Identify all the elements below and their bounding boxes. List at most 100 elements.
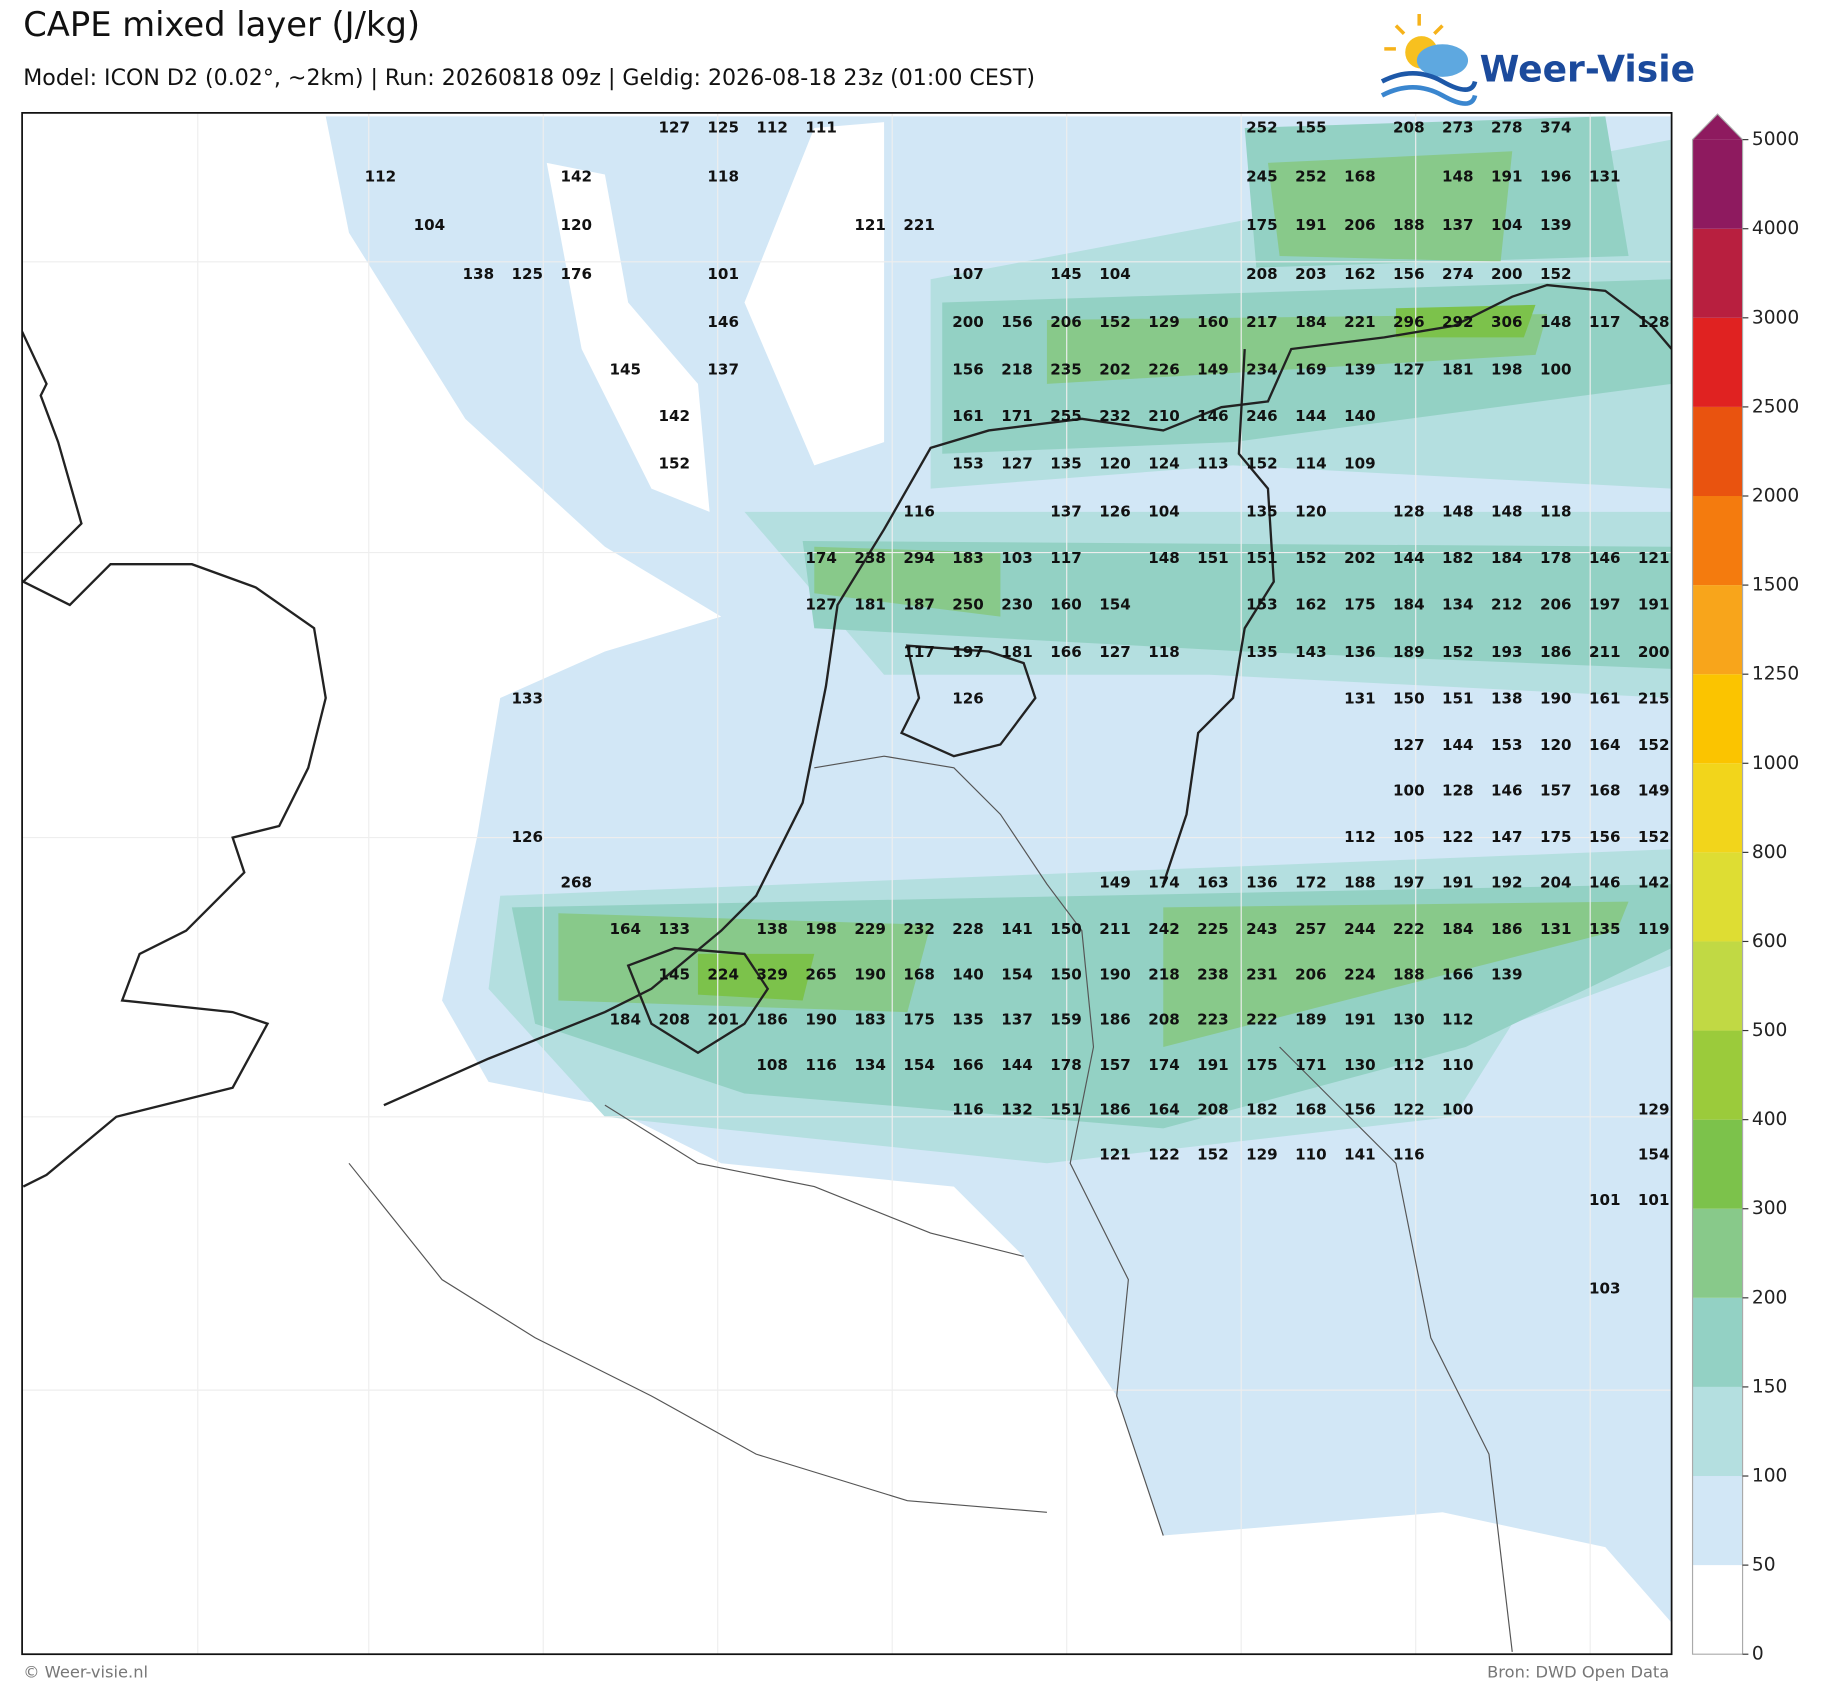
value-label: 100 xyxy=(1393,782,1425,800)
value-label: 160 xyxy=(1197,313,1229,331)
value-label: 151 xyxy=(1197,549,1229,567)
value-label: 103 xyxy=(1001,549,1033,567)
borders xyxy=(348,755,1513,1652)
value-label: 228 xyxy=(952,920,984,938)
value-label: 121 xyxy=(854,216,886,234)
value-label: 190 xyxy=(805,1011,837,1029)
value-label: 191 xyxy=(1197,1056,1229,1074)
value-label: 134 xyxy=(1442,595,1474,613)
value-label: 231 xyxy=(1246,965,1278,983)
colorbar-segment xyxy=(1692,1565,1743,1655)
footer-left: © Weer-visie.nl xyxy=(23,1662,148,1681)
value-label: 166 xyxy=(952,1056,984,1074)
value-label: 152 xyxy=(1638,828,1670,846)
value-label: 128 xyxy=(1393,502,1425,520)
graticule xyxy=(22,112,1672,1655)
value-label: 252 xyxy=(1295,167,1327,185)
value-label: 145 xyxy=(1050,265,1082,283)
value-label: 161 xyxy=(952,407,984,425)
value-label: 116 xyxy=(903,502,935,520)
value-label: 206 xyxy=(1344,216,1376,234)
value-label: 374 xyxy=(1540,119,1572,137)
value-label: 142 xyxy=(561,167,593,185)
value-label: 112 xyxy=(365,167,397,185)
value-label: 223 xyxy=(1197,1011,1229,1029)
colorbar-segment xyxy=(1692,1208,1743,1298)
value-label: 127 xyxy=(658,119,690,137)
value-label: 175 xyxy=(1246,216,1278,234)
value-label: 250 xyxy=(952,595,984,613)
value-label: 175 xyxy=(1344,595,1376,613)
value-label: 203 xyxy=(1295,265,1327,283)
value-label: 168 xyxy=(1344,167,1376,185)
value-label: 100 xyxy=(1442,1100,1474,1118)
value-label: 202 xyxy=(1099,360,1131,378)
colorbar-tick-label: 200 xyxy=(1752,1287,1788,1308)
value-label: 208 xyxy=(1393,119,1425,137)
value-label: 144 xyxy=(1393,549,1425,567)
value-label: 198 xyxy=(1491,360,1523,378)
value-label: 188 xyxy=(1393,965,1425,983)
value-label: 148 xyxy=(1148,549,1180,567)
value-label: 113 xyxy=(1197,455,1229,473)
value-label: 188 xyxy=(1344,873,1376,891)
value-label: 141 xyxy=(1344,1146,1376,1164)
value-label: 183 xyxy=(952,549,984,567)
value-label: 104 xyxy=(1148,502,1180,520)
value-label: 252 xyxy=(1246,119,1278,137)
value-label: 142 xyxy=(658,407,690,425)
value-label: 229 xyxy=(854,920,886,938)
value-label: 181 xyxy=(1442,360,1474,378)
value-label: 100 xyxy=(1540,360,1572,378)
colorbar-segment xyxy=(1692,941,1743,1031)
value-label: 152 xyxy=(1442,643,1474,661)
colorbar-segment xyxy=(1692,1476,1743,1566)
value-label: 201 xyxy=(707,1011,739,1029)
value-label: 278 xyxy=(1491,119,1523,137)
value-label: 208 xyxy=(1246,265,1278,283)
value-label: 184 xyxy=(1393,595,1425,613)
value-label: 157 xyxy=(1099,1056,1131,1074)
value-label: 107 xyxy=(952,265,984,283)
value-label: 156 xyxy=(1393,265,1425,283)
colorbar-tick-label: 2500 xyxy=(1752,396,1799,417)
value-label: 136 xyxy=(1246,873,1278,891)
value-label: 122 xyxy=(1442,828,1474,846)
value-label: 117 xyxy=(903,643,935,661)
colorbar-tick-label: 150 xyxy=(1752,1376,1788,1397)
value-label: 127 xyxy=(805,595,837,613)
value-label: 200 xyxy=(1491,265,1523,283)
value-label: 178 xyxy=(1540,549,1572,567)
value-label: 148 xyxy=(1491,502,1523,520)
value-label: 162 xyxy=(1295,595,1327,613)
colorbar-outline xyxy=(1691,113,1744,1655)
value-label: 193 xyxy=(1491,643,1523,661)
field-gap xyxy=(546,122,885,512)
value-label: 246 xyxy=(1246,407,1278,425)
value-label: 101 xyxy=(707,265,739,283)
subtitle: Model: ICON D2 (0.02°, ~2km) | Run: 2026… xyxy=(23,65,1035,91)
colorbar-segment xyxy=(1692,496,1743,586)
value-label: 138 xyxy=(463,265,495,283)
value-label: 198 xyxy=(805,920,837,938)
value-label: 178 xyxy=(1050,1056,1082,1074)
value-label: 148 xyxy=(1442,502,1474,520)
value-label: 164 xyxy=(609,920,641,938)
value-label: 176 xyxy=(561,265,593,283)
value-label: 191 xyxy=(1344,1011,1376,1029)
value-label: 108 xyxy=(756,1056,788,1074)
value-label: 111 xyxy=(805,119,837,137)
value-label: 112 xyxy=(1344,828,1376,846)
value-label: 162 xyxy=(1344,265,1376,283)
value-label: 186 xyxy=(1540,643,1572,661)
value-label: 161 xyxy=(1589,690,1621,708)
colorbar-tick-label: 3000 xyxy=(1752,307,1799,328)
value-label: 156 xyxy=(1589,828,1621,846)
map: 127 125 112 111 252 155 208 273 278 374 112 142 118 2… xyxy=(22,112,1672,1655)
value-label: 151 xyxy=(1442,690,1474,708)
value-label: 292 xyxy=(1442,313,1474,331)
value-label: 200 xyxy=(1638,643,1670,661)
value-label: 186 xyxy=(1491,920,1523,938)
value-label: 135 xyxy=(952,1011,984,1029)
